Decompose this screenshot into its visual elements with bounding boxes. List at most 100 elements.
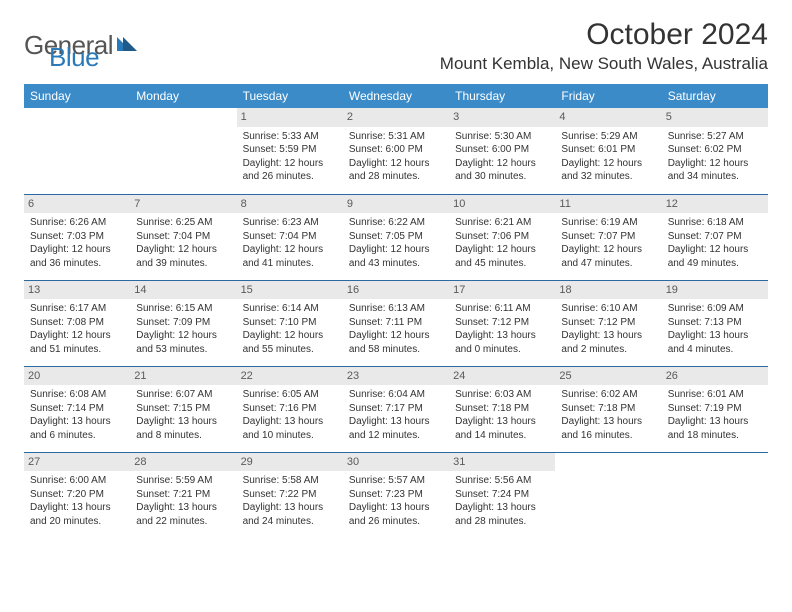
sunrise-text: Sunrise: 5:59 AM <box>136 474 230 488</box>
sunset-text: Sunset: 7:06 PM <box>455 230 549 244</box>
dow-thursday: Thursday <box>449 84 555 108</box>
day-number: 19 <box>662 281 768 300</box>
calendar-cell: 9 Sunrise: 6:22 AMSunset: 7:05 PMDaylight… <box>343 194 449 280</box>
day-number: 15 <box>237 281 343 300</box>
sunrise-text: Sunrise: 6:17 AM <box>30 302 124 316</box>
calendar-cell <box>130 108 236 194</box>
day-number: 5 <box>662 108 768 127</box>
calendar-cell: 7Sunrise: 6:25 AMSunset: 7:04 PMDaylight… <box>130 194 236 280</box>
sunrise-text: Sunrise: 6:11 AM <box>455 302 549 316</box>
logo-text-blue: Blue <box>49 42 99 73</box>
daylight-text: Daylight: 12 hours and 58 minutes. <box>349 329 443 356</box>
sunset-text: Sunset: 7:24 PM <box>455 488 549 502</box>
daylight-text: Daylight: 12 hours and 55 minutes. <box>243 329 337 356</box>
daylight-text: Daylight: 12 hours and 36 minutes. <box>30 243 124 270</box>
sunrise-text: Sunrise: 6:10 AM <box>561 302 655 316</box>
calendar-cell: 20Sunrise: 6:08 AMSunset: 7:14 PMDayligh… <box>24 366 130 452</box>
sunset-text: Sunset: 7:03 PM <box>30 230 124 244</box>
calendar-cell: 26Sunrise: 6:01 AMSunset: 7:19 PMDayligh… <box>662 366 768 452</box>
calendar-cell <box>24 108 130 194</box>
daylight-text: Daylight: 13 hours and 0 minutes. <box>455 329 549 356</box>
daylight-text: Daylight: 12 hours and 45 minutes. <box>455 243 549 270</box>
sunset-text: Sunset: 7:19 PM <box>668 402 762 416</box>
calendar-table: Sunday Monday Tuesday Wednesday Thursday… <box>24 84 768 538</box>
sunrise-text: Sunrise: 6:05 AM <box>243 388 337 402</box>
calendar-cell: 19Sunrise: 6:09 AMSunset: 7:13 PMDayligh… <box>662 280 768 366</box>
sunset-text: Sunset: 7:20 PM <box>30 488 124 502</box>
sunrise-text: Sunrise: 6:25 AM <box>136 216 230 230</box>
daylight-text: Daylight: 12 hours and 49 minutes. <box>668 243 762 270</box>
sunset-text: Sunset: 7:14 PM <box>30 402 124 416</box>
calendar-cell: 6Sunrise: 6:26 AMSunset: 7:03 PMDaylight… <box>24 194 130 280</box>
calendar-cell: 24Sunrise: 6:03 AMSunset: 7:18 PMDayligh… <box>449 366 555 452</box>
sunset-text: Sunset: 7:07 PM <box>561 230 655 244</box>
daylight-text: Daylight: 13 hours and 2 minutes. <box>561 329 655 356</box>
calendar-row: 1Sunrise: 5:33 AMSunset: 5:59 PMDaylight… <box>24 108 768 194</box>
calendar-cell: 21Sunrise: 6:07 AMSunset: 7:15 PMDayligh… <box>130 366 236 452</box>
day-number: 9 <box>343 195 449 214</box>
logo: General Blue <box>24 18 99 73</box>
location: Mount Kembla, New South Wales, Australia <box>440 54 768 74</box>
calendar-cell: 5Sunrise: 5:27 AMSunset: 6:02 PMDaylight… <box>662 108 768 194</box>
daylight-text: Daylight: 13 hours and 14 minutes. <box>455 415 549 442</box>
day-number: 10 <box>449 195 555 214</box>
day-number: 27 <box>24 453 130 472</box>
day-number: 20 <box>24 367 130 386</box>
title-block: October 2024 Mount Kembla, New South Wal… <box>440 18 768 74</box>
sunset-text: Sunset: 7:16 PM <box>243 402 337 416</box>
day-number: 28 <box>130 453 236 472</box>
sunset-text: Sunset: 7:09 PM <box>136 316 230 330</box>
day-number: 7 <box>130 195 236 214</box>
daylight-text: Daylight: 12 hours and 47 minutes. <box>561 243 655 270</box>
sunset-text: Sunset: 7:11 PM <box>349 316 443 330</box>
sunset-text: Sunset: 7:15 PM <box>136 402 230 416</box>
sunset-text: Sunset: 7:13 PM <box>668 316 762 330</box>
sunrise-text: Sunrise: 6:01 AM <box>668 388 762 402</box>
sunrise-text: Sunrise: 6:22 AM <box>349 216 443 230</box>
dow-monday: Monday <box>130 84 236 108</box>
daylight-text: Daylight: 12 hours and 51 minutes. <box>30 329 124 356</box>
day-number: 25 <box>555 367 661 386</box>
daylight-text: Daylight: 13 hours and 10 minutes. <box>243 415 337 442</box>
calendar-cell: 22 Sunrise: 6:05 AMSunset: 7:16 PMDayligh… <box>237 366 343 452</box>
day-number: 24 <box>449 367 555 386</box>
sunset-text: Sunset: 7:22 PM <box>243 488 337 502</box>
daylight-text: Daylight: 12 hours and 34 minutes. <box>668 157 762 184</box>
day-number: 8 <box>237 195 343 214</box>
sunrise-text: Sunrise: 6:15 AM <box>136 302 230 316</box>
sunrise-text: Sunrise: 6:14 AM <box>243 302 337 316</box>
sunset-text: Sunset: 6:00 PM <box>455 143 549 157</box>
daylight-text: Daylight: 13 hours and 20 minutes. <box>30 501 124 528</box>
sunrise-text: Sunrise: 6:18 AM <box>668 216 762 230</box>
sunrise-text: Sunrise: 6:04 AM <box>349 388 443 402</box>
calendar-cell: 18Sunrise: 6:10 AMSunset: 7:12 PMDayligh… <box>555 280 661 366</box>
sunrise-text: Sunrise: 6:00 AM <box>30 474 124 488</box>
sunrise-text: Sunrise: 6:23 AM <box>243 216 337 230</box>
sunrise-text: Sunrise: 6:13 AM <box>349 302 443 316</box>
day-number: 23 <box>343 367 449 386</box>
calendar-cell: 23Sunrise: 6:04 AMSunset: 7:17 PMDayligh… <box>343 366 449 452</box>
dow-friday: Friday <box>555 84 661 108</box>
day-number: 1 <box>237 108 343 127</box>
day-number: 2 <box>343 108 449 127</box>
sunset-text: Sunset: 7:05 PM <box>349 230 443 244</box>
day-number: 6 <box>24 195 130 214</box>
day-number: 22 <box>237 367 343 386</box>
sunset-text: Sunset: 7:08 PM <box>30 316 124 330</box>
calendar-cell: 1Sunrise: 5:33 AMSunset: 5:59 PMDaylight… <box>237 108 343 194</box>
daylight-text: Daylight: 13 hours and 6 minutes. <box>30 415 124 442</box>
calendar-row: 6Sunrise: 6:26 AMSunset: 7:03 PMDaylight… <box>24 194 768 280</box>
sunrise-text: Sunrise: 5:33 AM <box>243 130 337 144</box>
calendar-cell: 31Sunrise: 5:56 AMSunset: 7:24 PMDayligh… <box>449 452 555 538</box>
day-number: 16 <box>343 281 449 300</box>
sunset-text: Sunset: 7:21 PM <box>136 488 230 502</box>
sunset-text: Sunset: 7:07 PM <box>668 230 762 244</box>
daylight-text: Daylight: 13 hours and 26 minutes. <box>349 501 443 528</box>
sunrise-text: Sunrise: 5:30 AM <box>455 130 549 144</box>
daylight-text: Daylight: 13 hours and 22 minutes. <box>136 501 230 528</box>
daylight-text: Daylight: 12 hours and 43 minutes. <box>349 243 443 270</box>
daylight-text: Daylight: 12 hours and 41 minutes. <box>243 243 337 270</box>
calendar-cell: 2Sunrise: 5:31 AMSunset: 6:00 PMDaylight… <box>343 108 449 194</box>
daylight-text: Daylight: 13 hours and 16 minutes. <box>561 415 655 442</box>
sunrise-text: Sunrise: 6:02 AM <box>561 388 655 402</box>
